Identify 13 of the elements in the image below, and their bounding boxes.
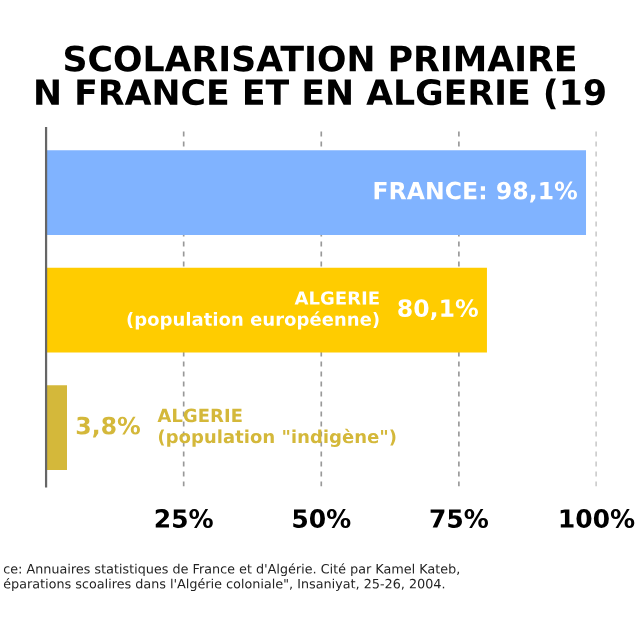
x-tick-label: 100%: [560, 509, 635, 528]
bar: [46, 267, 487, 353]
y-tick-label: ALGERIE (population européenne): [127, 291, 379, 330]
x-tick-label: 25%: [155, 509, 213, 528]
data-label: 3,8%: [76, 416, 140, 438]
bar: [46, 150, 587, 235]
x-tick-label: 75%: [430, 509, 488, 528]
bar: [46, 385, 67, 470]
data-label: FRANCE: 98,1%: [374, 181, 578, 203]
data-label: 80,1%: [398, 299, 478, 321]
chart-title: SCOLARISATION PRIMAIRE N FRANCE ET EN ALGERIE (19: [36, 45, 605, 110]
x-tick-label: 50%: [293, 509, 351, 528]
y-tick-label: ALGERIE (population "indigène"): [157, 408, 396, 447]
